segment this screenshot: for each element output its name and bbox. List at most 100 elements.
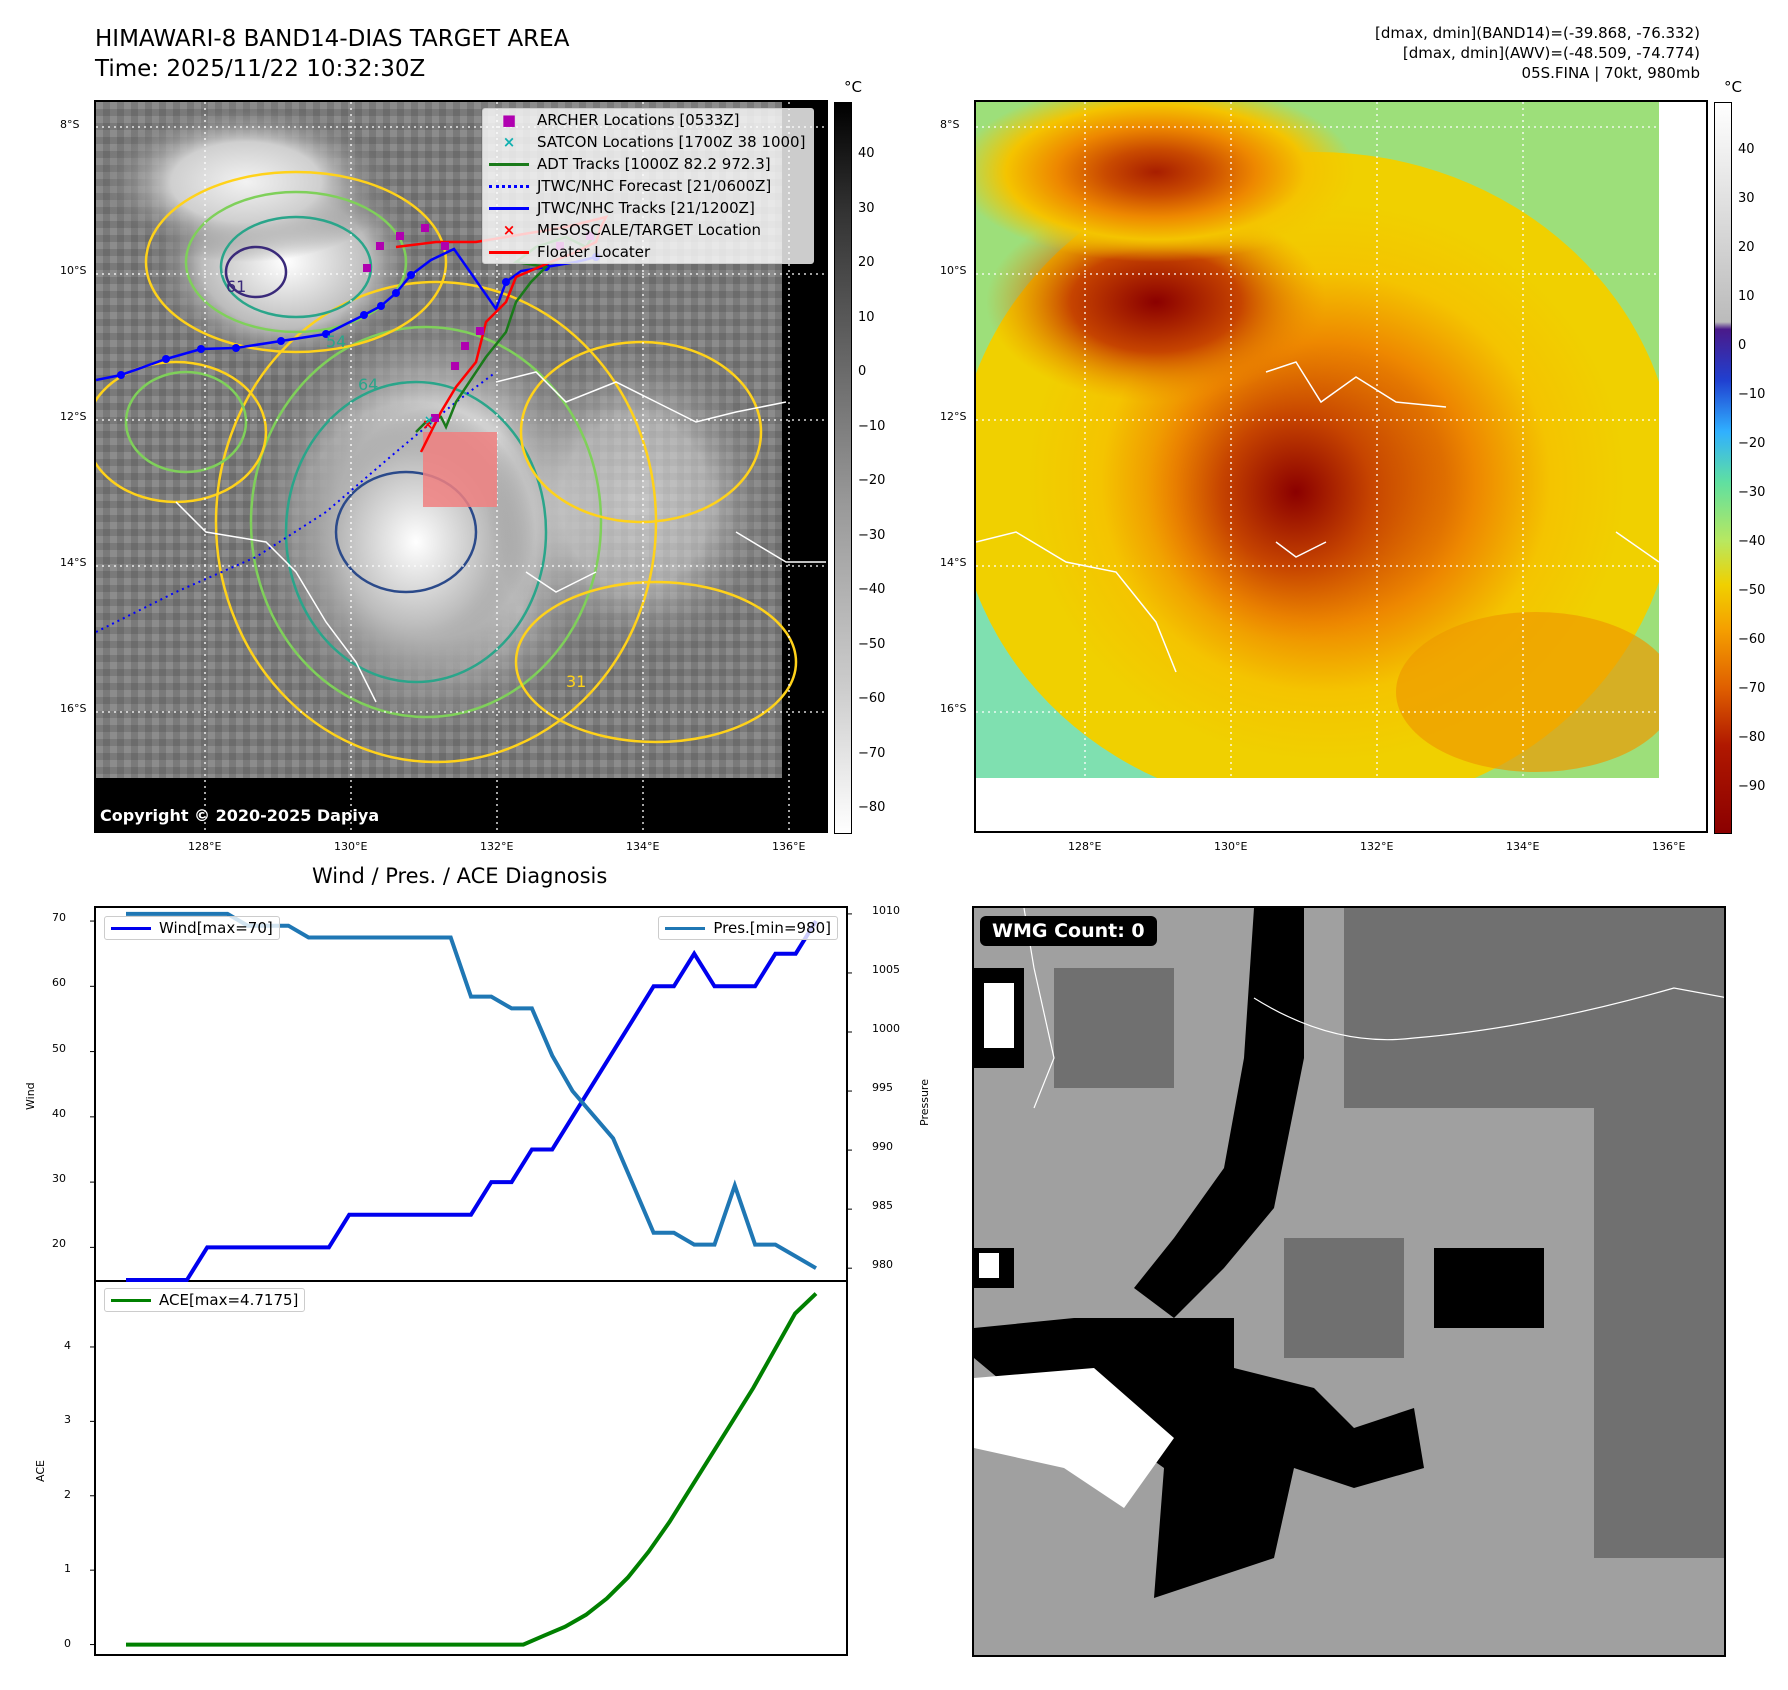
wind-legend: Wind[max=70]: [104, 916, 280, 940]
lat-label-10s-right: 10°S: [940, 264, 967, 277]
ace-tick: 0: [64, 1636, 71, 1650]
wind-pres-plot: [90, 911, 852, 1282]
pressure-tick: 990: [872, 1140, 893, 1154]
ace-legend: ACE[max=4.7175]: [104, 1288, 306, 1312]
gray-colorbar-tick: 0: [858, 364, 867, 379]
coastline-color: [976, 361, 1660, 673]
color-colorbar-tick: −70: [1738, 681, 1766, 696]
storm-info: 05S.FINA | 70kt, 980mb: [1521, 64, 1700, 82]
gray-colorbar-tick: 30: [858, 200, 875, 216]
lat-label-8s: 8°S: [60, 118, 80, 131]
color-colorbar-tick: 30: [1738, 191, 1755, 206]
color-colorbar-tick: 10: [1738, 289, 1755, 304]
lon-label-134e-right: 134°E: [1506, 840, 1540, 853]
lon-label-136e: 136°E: [772, 840, 806, 853]
lat-label-12s: 12°S: [60, 410, 87, 423]
ir-map-panel: × × 54 64 61 31 Copyright © 2020-2025 Da…: [94, 100, 828, 833]
lat-label-10s: 10°S: [60, 264, 87, 277]
contour-label-54: 54: [326, 332, 346, 351]
target-area-box: [423, 432, 497, 507]
lon-label-128e-right: 128°E: [1068, 840, 1102, 853]
color-colorbar: [1714, 102, 1732, 834]
lon-label-136e-right: 136°E: [1652, 840, 1686, 853]
legend-jtwc-forecast: JTWC/NHC Forecast [21/0600Z]: [483, 175, 813, 197]
jtwc-forecast-track: [96, 371, 497, 633]
wind-series-line: [126, 920, 818, 1282]
color-colorbar-tick: −10: [1738, 387, 1766, 402]
dmax-band14: [dmax, dmin](BAND14)=(-39.868, -76.332): [1375, 24, 1700, 42]
pressure-axis-label: Pressure: [918, 1079, 931, 1126]
lat-label-14s-right: 14°S: [940, 556, 967, 569]
color-colorbar-tick: −20: [1738, 436, 1766, 451]
ace-tick: 2: [64, 1487, 71, 1501]
wmg-count-badge: WMG Count: 0: [980, 916, 1157, 946]
diagnosis-title: Wind / Pres. / ACE Diagnosis: [312, 864, 608, 888]
gray-colorbar: [834, 102, 852, 834]
gray-colorbar-tick: −70: [858, 745, 886, 761]
gray-colorbar-tick: 20: [858, 255, 875, 270]
lat-label-14s: 14°S: [60, 556, 87, 569]
color-map-panel: [974, 100, 1708, 833]
wind-tick: 20: [52, 1237, 66, 1251]
gray-colorbar-tick: −50: [858, 636, 886, 652]
contour-label-31: 31: [566, 672, 586, 691]
color-colorbar-tick: 20: [1738, 240, 1755, 255]
lon-label-130e: 130°E: [334, 840, 368, 853]
color-colorbar-tick: −60: [1738, 632, 1766, 647]
wind-tick: 40: [52, 1106, 66, 1120]
lon-label-130e-right: 130°E: [1214, 840, 1248, 853]
gray-colorbar-tick: −40: [858, 582, 886, 597]
legend-jtwc-tracks: JTWC/NHC Tracks [21/1200Z]: [483, 197, 813, 219]
wind-tick: 30: [52, 1172, 66, 1186]
pressure-tick: 1000: [872, 1022, 900, 1035]
lat-label-8s-right: 8°S: [940, 118, 960, 131]
color-colorbar-tick: 0: [1738, 338, 1747, 353]
wind-tick: 50: [52, 1041, 66, 1055]
color-colorbar-tick: −90: [1738, 779, 1766, 794]
pressure-tick: 1005: [872, 962, 900, 976]
wind-pres-chart: Wind[max=70] Pres.[min=980]: [90, 906, 852, 1282]
gray-colorbar-tick: −30: [858, 527, 886, 543]
coastline: [175, 371, 826, 703]
pressure-tick: 995: [872, 1081, 893, 1095]
gray-colorbar-unit: °C: [844, 78, 862, 96]
contour-label-61: 61: [226, 277, 246, 296]
color-colorbar-tick: −50: [1738, 583, 1766, 598]
wind-axis-label: Wind: [24, 1082, 37, 1110]
gray-colorbar-tick: −60: [858, 691, 886, 706]
dmax-awv: [dmax, dmin](AWV)=(-48.509, -74.774): [1402, 44, 1700, 62]
ace-tick: 3: [64, 1413, 71, 1427]
gray-colorbar-tick: 40: [858, 146, 875, 161]
legend-archer: ■ ARCHER Locations [0533Z]: [501, 111, 740, 129]
color-colorbar-tick: −30: [1738, 485, 1766, 500]
map-legend: ■ ARCHER Locations [0533Z] × SATCON Locati…: [482, 108, 814, 264]
wind-tick: 70: [52, 911, 66, 925]
svg-text:×: ×: [422, 417, 434, 433]
pressure-tick: 980: [872, 1258, 893, 1272]
wmg-panel: WMG Count: 0: [972, 906, 1726, 1657]
color-colorbar-tick: −80: [1738, 730, 1766, 745]
legend-satcon: × SATCON Locations [1700Z 38 1000]: [502, 133, 806, 151]
svg-text:×: ×: [424, 413, 434, 427]
ace-tick: 4: [64, 1338, 71, 1352]
figure-time: Time: 2025/11/22 10:32:30Z: [95, 56, 426, 82]
gray-colorbar-tick: −80: [858, 800, 886, 815]
lon-label-134e: 134°E: [626, 840, 660, 853]
color-map-image: [976, 102, 1706, 831]
gray-colorbar-tick: −20: [858, 473, 886, 488]
wind-tick: 60: [52, 976, 66, 990]
legend-adt: ADT Tracks [1000Z 82.2 972.3]: [483, 153, 813, 175]
ace-series-line: [126, 1292, 818, 1647]
gray-colorbar-tick: 10: [858, 309, 875, 325]
lat-label-16s: 16°S: [60, 702, 87, 715]
ace-chart: ACE[max=4.7175]: [90, 1280, 848, 1656]
copyright: Copyright © 2020-2025 Dapiya: [100, 806, 380, 825]
wmg-image: [974, 908, 1724, 1655]
lon-label-128e: 128°E: [188, 840, 222, 853]
color-colorbar-unit: °C: [1724, 78, 1742, 96]
pressure-tick: 1010: [872, 903, 900, 917]
pres-legend: Pres.[min=980]: [658, 916, 838, 940]
lat-label-16s-right: 16°S: [940, 702, 967, 715]
color-colorbar-tick: −40: [1738, 534, 1766, 549]
gray-colorbar-tick: −10: [858, 418, 886, 434]
